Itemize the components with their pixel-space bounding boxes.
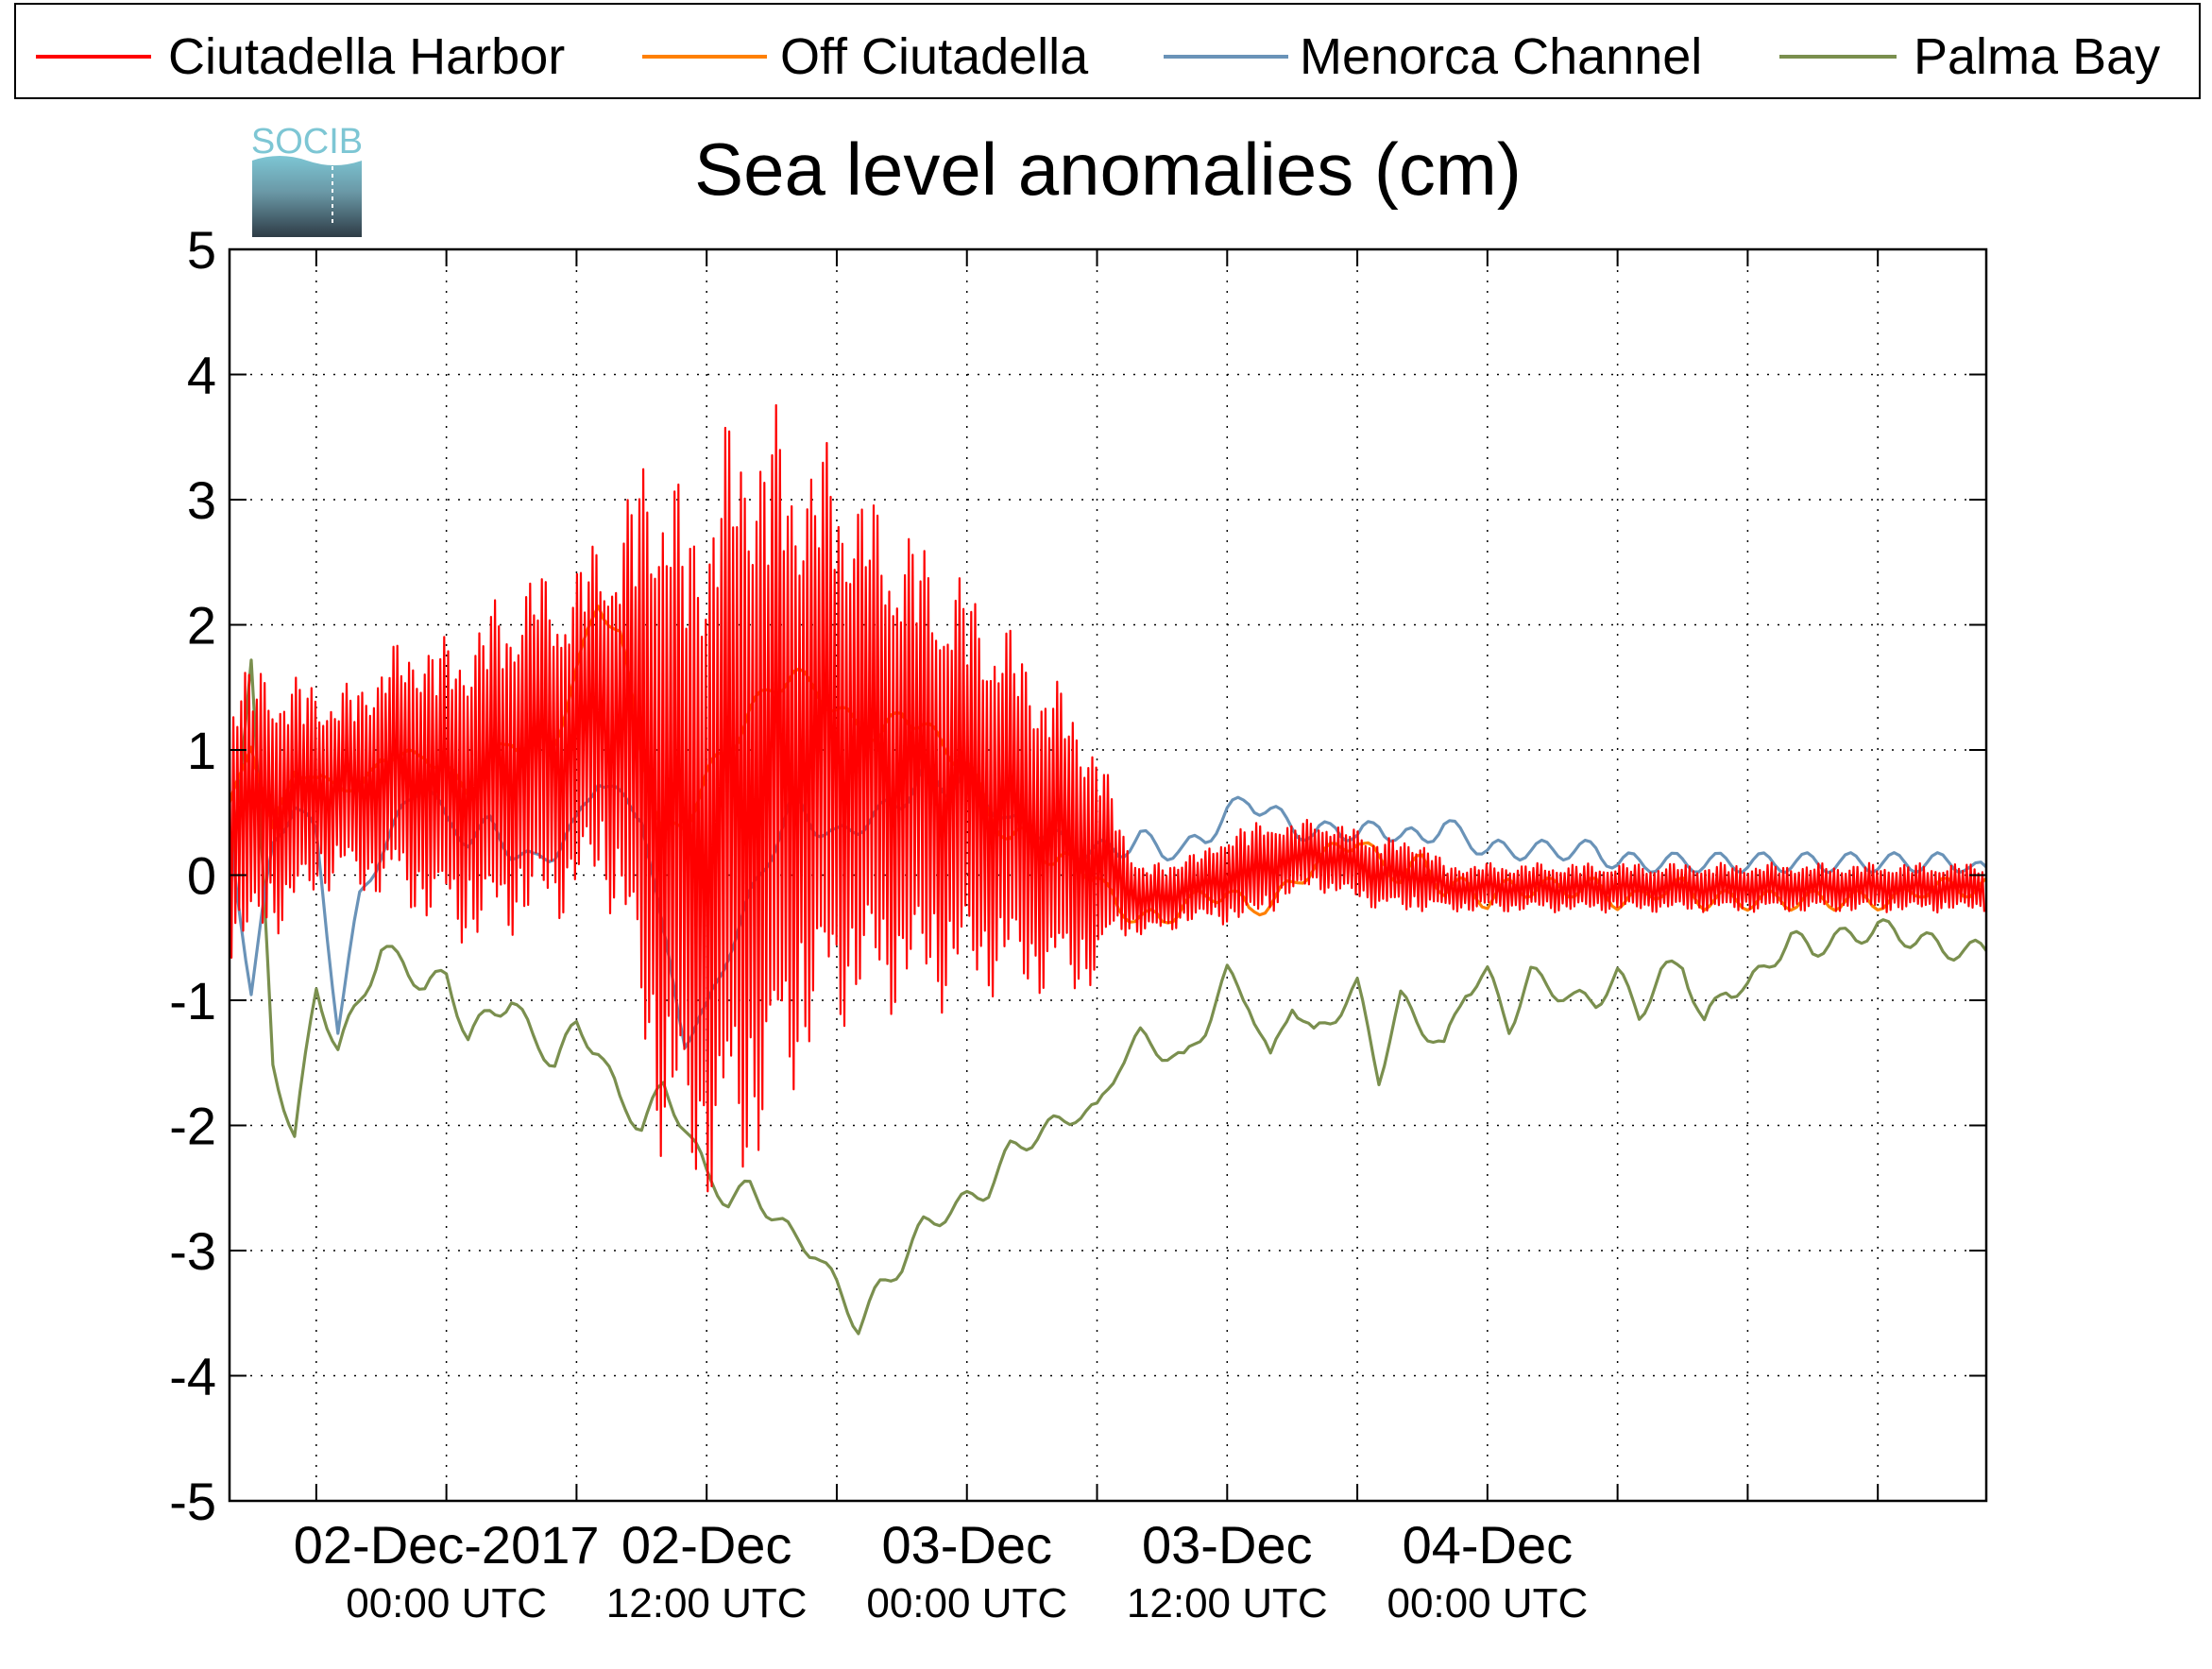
x-tick-time: 00:00 UTC: [866, 1580, 1067, 1626]
legend-label-off-ciutadella: Off Ciutadella: [780, 28, 1089, 85]
logo-text: SOCIB: [251, 122, 363, 162]
y-tick-label: 3: [187, 470, 216, 530]
axis-ticks: [230, 248, 1986, 1502]
legend-label-palma-bay: Palma Bay: [1914, 28, 2160, 85]
y-tick-label: 5: [187, 220, 216, 280]
legend-box: [14, 3, 2201, 99]
y-tick-label: 2: [187, 596, 216, 656]
x-tick-date: 03-Dec: [881, 1515, 1052, 1575]
y-tick-label: -2: [169, 1097, 216, 1156]
x-tick-time: 00:00 UTC: [1387, 1580, 1588, 1626]
x-axis-labels: 02-Dec-2017 00:00 UTC 02-Dec 12:00 UTC 03-De…: [294, 1515, 1588, 1626]
x-tick-date: 02-Dec: [621, 1515, 792, 1575]
x-tick-date: 04-Dec: [1403, 1515, 1574, 1575]
series-ciutadella-harbor: [230, 403, 1985, 1193]
chart-title: Sea level anomalies (cm): [694, 128, 1522, 211]
x-tick-time: 00:00 UTC: [346, 1580, 547, 1626]
socib-logo: SOCIB: [251, 122, 363, 237]
legend-label-ciutadella-harbor: Ciutadella Harbor: [168, 28, 565, 85]
legend: Ciutadella Harbor Off Ciutadella Menorca…: [14, 3, 2201, 99]
y-axis-labels: 5 4 3 2 1 0 -1 -2 -3 -4 -5: [169, 220, 216, 1531]
y-tick-label: -4: [169, 1347, 216, 1406]
y-tick-label: -1: [169, 971, 216, 1030]
x-tick-time: 12:00 UTC: [606, 1580, 808, 1626]
y-tick-label: 0: [187, 846, 216, 906]
series-palma-bay: [230, 658, 1986, 1336]
x-tick-date: 03-Dec: [1142, 1515, 1313, 1575]
y-tick-label: -5: [169, 1472, 216, 1531]
y-tick-label: 4: [187, 346, 216, 405]
x-tick-time: 12:00 UTC: [1127, 1580, 1328, 1626]
legend-label-menorca-channel: Menorca Channel: [1300, 28, 1702, 85]
y-tick-label: -3: [169, 1221, 216, 1281]
y-tick-label: 1: [187, 721, 216, 780]
x-tick-date: 02-Dec-2017: [294, 1515, 600, 1575]
series-layer: [230, 403, 1986, 1336]
